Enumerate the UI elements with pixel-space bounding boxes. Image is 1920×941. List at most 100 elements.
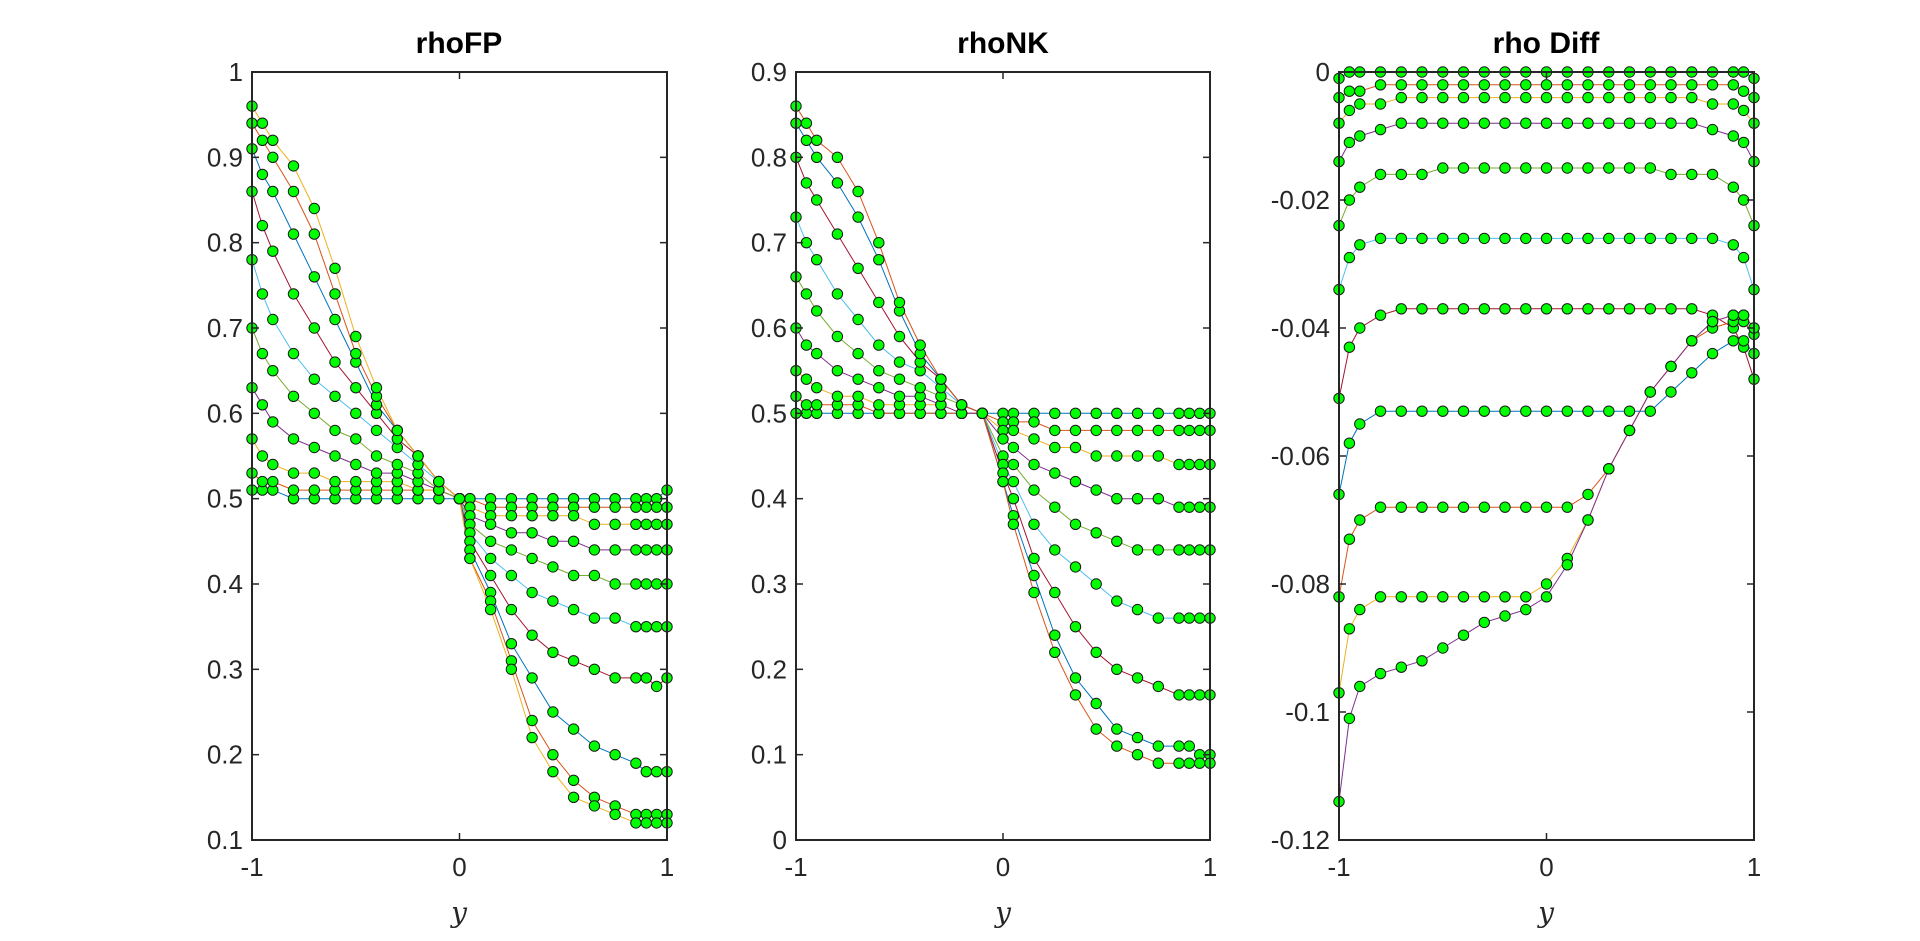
data-point <box>350 475 362 488</box>
data-point <box>1686 91 1698 104</box>
data-point <box>852 373 864 385</box>
x-tick-label: -1 <box>784 852 807 882</box>
data-point <box>1706 168 1719 181</box>
data-point <box>1049 501 1061 513</box>
data-point <box>1354 514 1366 526</box>
y-tick-label: 0 <box>773 825 787 855</box>
data-point <box>1706 98 1719 110</box>
data-point <box>1603 303 1615 315</box>
data-point <box>1520 232 1532 245</box>
data-point <box>1561 162 1574 174</box>
data-point <box>308 322 320 334</box>
y-tick-label: 0.6 <box>751 313 787 343</box>
data-point <box>1706 347 1719 360</box>
data-point <box>1173 501 1185 513</box>
data-point <box>547 766 559 778</box>
data-point <box>997 433 1009 445</box>
data-point <box>370 467 383 479</box>
data-point <box>526 527 538 539</box>
data-point <box>609 501 621 513</box>
data-point <box>1374 168 1387 181</box>
y-tick-label: 0 <box>1316 57 1330 87</box>
data-point <box>1706 79 1719 91</box>
data-point <box>287 484 300 496</box>
data-point <box>811 194 823 206</box>
data-point <box>609 808 621 821</box>
data-point <box>588 518 601 530</box>
data-point <box>893 390 906 402</box>
data-point <box>811 347 823 360</box>
data-point <box>1111 535 1123 547</box>
data-point <box>1343 341 1356 353</box>
data-point <box>267 416 279 428</box>
data-point <box>1437 117 1449 129</box>
data-point <box>1727 98 1740 110</box>
data-point <box>329 390 341 402</box>
data-point <box>370 424 383 437</box>
data-point <box>391 458 403 471</box>
data-point <box>567 510 580 522</box>
data-point <box>391 424 403 437</box>
data-point <box>997 475 1009 488</box>
data-point <box>1152 612 1165 624</box>
data-point <box>873 254 885 266</box>
data-point <box>1069 672 1082 684</box>
data-point <box>1478 591 1491 603</box>
data-point <box>1416 168 1428 181</box>
data-point <box>1090 697 1102 710</box>
data-point <box>630 672 642 684</box>
data-point <box>1395 79 1408 91</box>
data-point <box>800 117 813 129</box>
y-tick-label: 0.5 <box>751 398 787 428</box>
data-point <box>893 330 906 343</box>
data-point <box>1111 424 1123 437</box>
data-point <box>588 569 601 582</box>
data-point <box>256 399 269 411</box>
data-point <box>1173 612 1185 624</box>
data-point <box>567 655 580 667</box>
data-point <box>1343 104 1356 117</box>
data-point <box>1194 544 1206 556</box>
data-point <box>630 544 642 556</box>
data-point <box>526 510 538 522</box>
data-point <box>505 569 518 582</box>
data-point <box>1437 591 1449 603</box>
data-point <box>1131 450 1144 462</box>
y-tick-label: 0.7 <box>751 228 787 258</box>
data-point <box>1090 527 1102 539</box>
data-point <box>256 219 269 232</box>
data-point <box>1183 458 1196 471</box>
data-point <box>1437 405 1449 417</box>
data-point <box>1183 689 1196 701</box>
data-point <box>1520 303 1532 315</box>
y-tick-label: 0.3 <box>751 569 787 599</box>
data-point <box>1478 79 1491 91</box>
data-point <box>287 160 300 172</box>
data-point <box>1686 232 1698 245</box>
data-point <box>630 501 642 513</box>
data-point <box>1131 749 1144 761</box>
data-point <box>1561 405 1574 417</box>
data-point <box>287 288 300 300</box>
data-point <box>308 271 320 283</box>
data-point <box>1437 642 1449 654</box>
data-point <box>308 202 320 215</box>
data-point <box>308 373 320 385</box>
data-point <box>955 399 968 411</box>
data-point <box>1183 407 1196 419</box>
data-point <box>1416 232 1428 245</box>
data-point <box>1343 85 1356 97</box>
x-tick-label: 1 <box>1747 852 1761 882</box>
data-point <box>811 382 823 394</box>
data-point <box>873 237 885 249</box>
data-point <box>1152 407 1165 419</box>
data-point <box>1727 335 1740 347</box>
data-point <box>1049 424 1061 437</box>
data-point <box>1478 405 1491 417</box>
plot-area <box>790 100 1216 769</box>
data-point <box>1603 91 1615 104</box>
data-point <box>800 288 813 300</box>
series-line <box>1338 122 1755 162</box>
data-point <box>1499 79 1511 91</box>
